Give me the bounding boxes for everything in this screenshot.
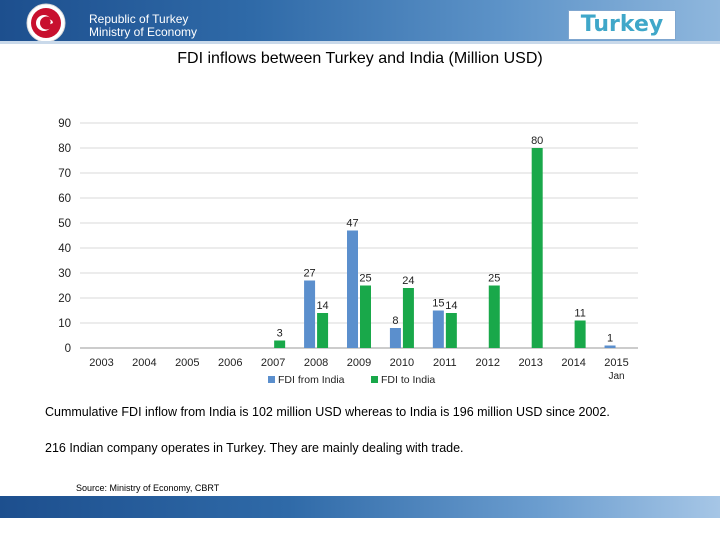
cumulative-fdi-note: Cummulative FDI inflow from India is 102… [45,405,610,419]
y-tick-label: 40 [58,243,71,255]
x-tick-label: 2013 [518,357,542,369]
x-tick-label: 2014 [561,357,585,369]
bar-to-india-2008 [317,313,329,348]
x-tick-sublabel: Jan [608,371,624,382]
bar-to-india-2013 [531,148,543,348]
bar-value-label: 25 [488,273,500,285]
y-tick-label: 80 [58,143,71,155]
x-tick-label: 2010 [390,357,414,369]
bar-value-label: 3 [277,328,283,340]
y-tick-label: 30 [58,268,71,280]
source-note: Source: Ministry of Economy, CBRT [76,483,220,493]
page-title: FDI inflows between Turkey and India (Mi… [177,50,543,67]
bar-to-india-2012 [488,285,500,348]
bar-from-india-2010 [389,328,401,348]
y-tick-label: 0 [65,343,71,355]
x-tick-label: 2015 [604,357,628,369]
legend-swatch-0 [268,376,275,383]
bar-from-india-2008 [304,280,316,348]
fdi-bar-chart: 0 10 20 30 40 50 60 70 80 90 2003 2004 2005 2006 3 2007… [58,118,638,386]
ministry-line1: Republic of Turkey [89,12,189,26]
bar-value-label: 8 [392,315,398,327]
bar-to-india-2010 [402,288,414,348]
bar-from-india-2009 [347,230,358,348]
header-banner: Republic of Turkey Ministry of Economy T… [0,0,720,44]
ministry-emblem-icon [26,3,66,43]
legend-label-1: FDI to India [381,374,435,386]
x-tick-label: 2006 [218,357,242,369]
x-tick-label: 2008 [304,357,328,369]
ministry-line2: Ministry of Economy [89,25,198,39]
x-tick-label: 2011 [433,357,457,369]
y-tick-label: 20 [58,293,71,305]
bar-value-label: 11 [574,308,585,320]
legend-label-0: FDI from India [278,374,345,386]
bar-value-label: 27 [303,268,315,280]
y-tick-label: 60 [58,193,71,205]
x-tick-label: 2007 [261,357,285,369]
y-tick-label: 50 [58,218,71,230]
y-tick-label: 10 [58,318,71,330]
x-tick-label: 2005 [175,357,199,369]
bar-value-label: 25 [359,273,371,285]
bar-to-india-2009 [360,285,371,348]
ministry-name: Republic of Turkey Ministry of Economy [89,13,197,39]
x-tick-label: 2004 [132,357,156,369]
x-tick-label: 2009 [347,357,371,369]
x-tick-label: 2003 [89,357,113,369]
bar-value-label: 47 [346,218,358,230]
bar-from-india-2015 [604,345,616,348]
legend-swatch-1 [371,376,378,383]
bar-from-india-2011 [432,310,444,348]
footer-banner [0,496,720,518]
x-tick-label: 2012 [476,357,500,369]
y-tick-label: 70 [58,168,71,180]
indian-companies-note: 216 Indian company operates in Turkey. T… [45,441,464,455]
bar-to-india-2014 [574,320,586,348]
bar-value-label: 80 [531,135,543,147]
bar-to-india-2011 [445,313,457,348]
bar-value-label: 14 [445,300,457,312]
bar-value-label: 15 [432,298,444,310]
bar-value-label: 14 [316,300,328,312]
turkey-brand-logo: Turkey [568,10,676,40]
bar-to-india-2007 [274,340,286,348]
bar-value-label: 24 [402,275,414,287]
bar-value-label: 1 [607,333,613,345]
y-tick-label: 90 [58,118,71,130]
